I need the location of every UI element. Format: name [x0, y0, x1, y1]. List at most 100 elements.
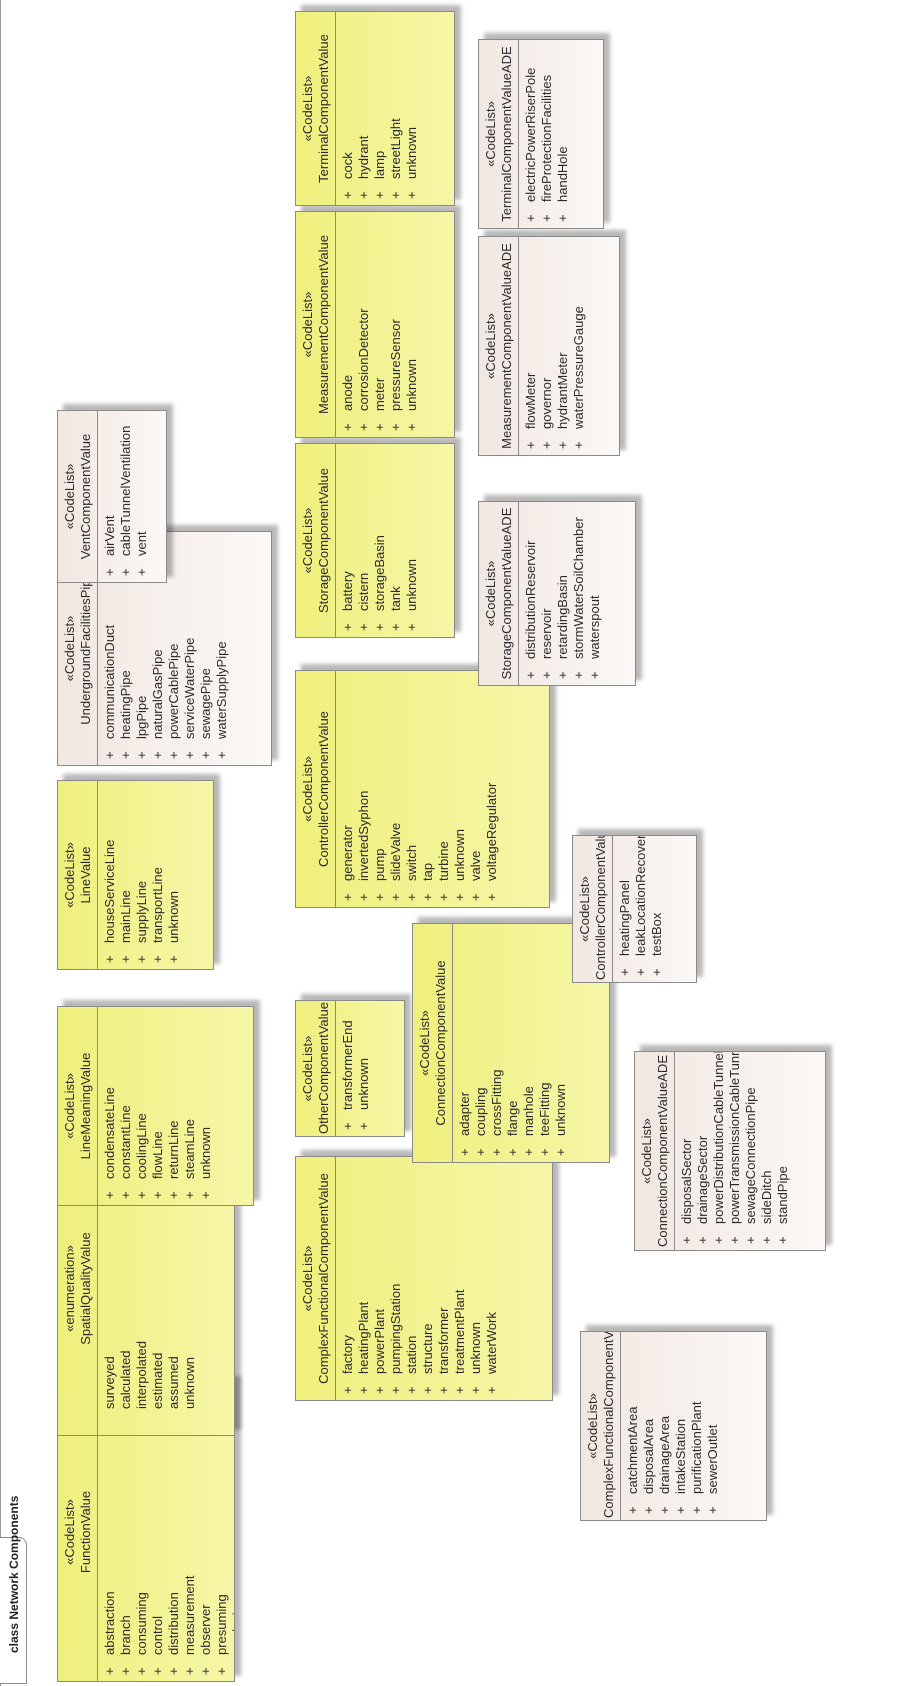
- class-attribute: + supplyLine: [134, 785, 150, 963]
- attribute-name: structure: [420, 1323, 435, 1374]
- attribute-name: supplyLine: [134, 880, 149, 943]
- class-name: TerminalComponentValue: [316, 34, 331, 183]
- visibility-marker: +: [617, 968, 632, 976]
- visibility-marker: +: [571, 441, 586, 449]
- class-box-controller-component-value-ade[interactable]: «CodeList» ControllerComponentValueADE + he…: [572, 835, 697, 983]
- attribute-name: mainLine: [118, 890, 133, 943]
- class-box-complex-functional-component-value-ade[interactable]: «CodeList» ComplexFunctionalComponentValu…: [580, 1331, 767, 1521]
- attribute-name: unknown: [166, 890, 181, 943]
- class-stereotype: «CodeList»: [585, 1393, 600, 1459]
- class-attribute: + disposalArea: [641, 1336, 657, 1514]
- attribute-name: treatmentPlant: [452, 1289, 467, 1374]
- attribute-name: waterPressureGauge: [571, 306, 586, 429]
- visibility-marker: +: [775, 1236, 790, 1244]
- class-attribute: + sideDitch: [759, 1056, 775, 1244]
- visibility-marker: +: [134, 568, 149, 576]
- class-header: «CodeList» ControllerComponentValueADE: [573, 835, 613, 982]
- visibility-marker: +: [539, 671, 554, 679]
- class-box-other-component-value[interactable]: «CodeList» OtherComponentValue + transforme…: [295, 1000, 405, 1137]
- attribute-name: unknown: [468, 1321, 483, 1374]
- class-header: «CodeList» LineValue: [58, 781, 98, 969]
- class-attribute: + treatmentPlant: [452, 1161, 468, 1394]
- attribute-name: distributionReservoir: [523, 540, 538, 660]
- class-attribute: + disposalSector: [679, 1056, 695, 1244]
- attribute-name: unknown: [356, 1057, 371, 1110]
- attribute-name: station: [404, 1335, 419, 1374]
- class-box-storage-component-value[interactable]: «CodeList» StorageComponentValue +battery +…: [295, 443, 455, 638]
- class-attribute: + constantLine: [118, 1011, 134, 1199]
- class-attribute: + switch: [404, 675, 420, 901]
- attribute-name: disposalSector: [679, 1138, 694, 1224]
- visibility-marker: +: [214, 751, 229, 759]
- class-box-measurement-component-value[interactable]: «CodeList» MeasurementComponentValue + anod…: [295, 211, 455, 438]
- visibility-marker: +: [484, 893, 499, 901]
- class-attribute: + drainageArea: [657, 1336, 673, 1514]
- visibility-marker: +: [118, 1667, 133, 1675]
- class-box-line-meaning-value[interactable]: «CodeList» LineMeaningValue + condensateLin…: [57, 1006, 254, 1206]
- visibility-marker: +: [340, 623, 355, 631]
- class-box-storage-component-value-ade[interactable]: «CodeList» StorageComponentValueADE + distr…: [478, 501, 636, 686]
- class-box-complex-functional-component-value[interactable]: «CodeList» ComplexFunctionalComponentValu…: [295, 1156, 553, 1401]
- attribute-name: hydrant: [356, 135, 371, 179]
- class-attribute: + powerPlant: [372, 1161, 388, 1394]
- class-attribute: + unknown: [356, 1005, 372, 1130]
- visibility-marker: +: [388, 423, 403, 431]
- class-attribute: + electricPowerRiserPole: [523, 44, 539, 222]
- class-attribute-list: + disposalSector + drainageSector + powerDist…: [675, 1051, 795, 1250]
- class-attribute: + handHole: [555, 44, 571, 222]
- visibility-marker: +: [166, 751, 181, 759]
- class-attribute: + pressureSensor: [388, 216, 404, 431]
- class-attribute-list: + heatingPanel + leakLocationRecoveryHistor…: [613, 835, 669, 982]
- class-box-measurement-component-value-ade[interactable]: «CodeList» MeasurementComponentValueADE + f…: [478, 236, 620, 456]
- attribute-name: unknown: [452, 828, 467, 881]
- class-attribute: + unknown: [198, 1011, 214, 1199]
- class-box-line-value[interactable]: «CodeList» LineValue + houseServiceLine + mai…: [57, 780, 214, 970]
- class-attribute-list: + transformerEnd + unknown: [336, 1001, 376, 1136]
- attribute-name: cock: [340, 152, 355, 179]
- visibility-marker: +: [372, 423, 387, 431]
- attribute-name: tap: [420, 862, 435, 881]
- attribute-name: valve: [468, 850, 483, 881]
- visibility-marker: +: [657, 1506, 672, 1514]
- attribute-name: fireProtectionFacilities: [539, 74, 554, 202]
- class-attribute: + unknown: [553, 928, 569, 1156]
- class-attribute: + station: [404, 1161, 420, 1394]
- class-attribute: + governor: [539, 241, 555, 449]
- class-stereotype: «CodeList»: [300, 75, 315, 142]
- visibility-marker: +: [102, 568, 117, 576]
- class-attribute: + pump: [372, 675, 388, 901]
- class-box-vent-component-value[interactable]: «CodeList» VentComponentValue + airVent + cab…: [57, 410, 167, 583]
- visibility-marker: +: [150, 1191, 165, 1199]
- attribute-name: electricPowerRiserPole: [523, 67, 538, 202]
- attribute-name: catchmentArea: [625, 1406, 640, 1494]
- visibility-marker: +: [166, 955, 181, 963]
- class-box-connection-component-value-ade[interactable]: «CodeList» ConnectionComponentValueADE + di…: [634, 1051, 826, 1251]
- attribute-name: unknown: [404, 558, 419, 611]
- visibility-marker: +: [230, 1655, 235, 1675]
- class-attribute: + unknown: [468, 1161, 484, 1394]
- class-name: ComplexFunctionalComponentValueADE: [601, 1331, 616, 1518]
- attribute-name: flowLine: [150, 1131, 165, 1179]
- class-header: «CodeList» MeasurementComponentValue: [296, 212, 336, 437]
- attribute-name: presuming: [214, 1594, 229, 1655]
- attribute-name: stormWaterSoilChamber: [571, 517, 586, 659]
- visibility-marker: +: [198, 1191, 213, 1199]
- visibility-marker: +: [468, 893, 483, 901]
- class-stereotype: «CodeList»: [417, 1010, 432, 1076]
- attribute-name: drainageArea: [657, 1415, 672, 1494]
- attribute-name: heatingPipe: [118, 670, 133, 739]
- attribute-name: cistern: [356, 572, 371, 611]
- visibility-marker: +: [198, 1667, 213, 1675]
- class-name: StorageComponentValueADE: [499, 507, 514, 680]
- class-box-terminal-component-value[interactable]: «CodeList» TerminalComponentValue + cock + hy…: [295, 11, 455, 206]
- class-attribute: + houseServiceLine: [102, 785, 118, 963]
- class-box-terminal-component-value-ade[interactable]: «CodeList» TerminalComponentValueADE + elec…: [478, 39, 604, 229]
- visibility-marker: +: [689, 1506, 704, 1514]
- visibility-marker: +: [356, 1122, 371, 1130]
- class-attribute: + condensateLine: [102, 1011, 118, 1199]
- class-box-controller-component-value[interactable]: «CodeList» ControllerComponentValue + gener…: [295, 670, 550, 908]
- visibility-marker: +: [356, 191, 371, 199]
- visibility-marker: +: [134, 751, 149, 759]
- class-attribute: + unknown: [452, 675, 468, 901]
- class-attribute-list: + catchmentArea + disposalArea + drainageArea…: [621, 1332, 725, 1520]
